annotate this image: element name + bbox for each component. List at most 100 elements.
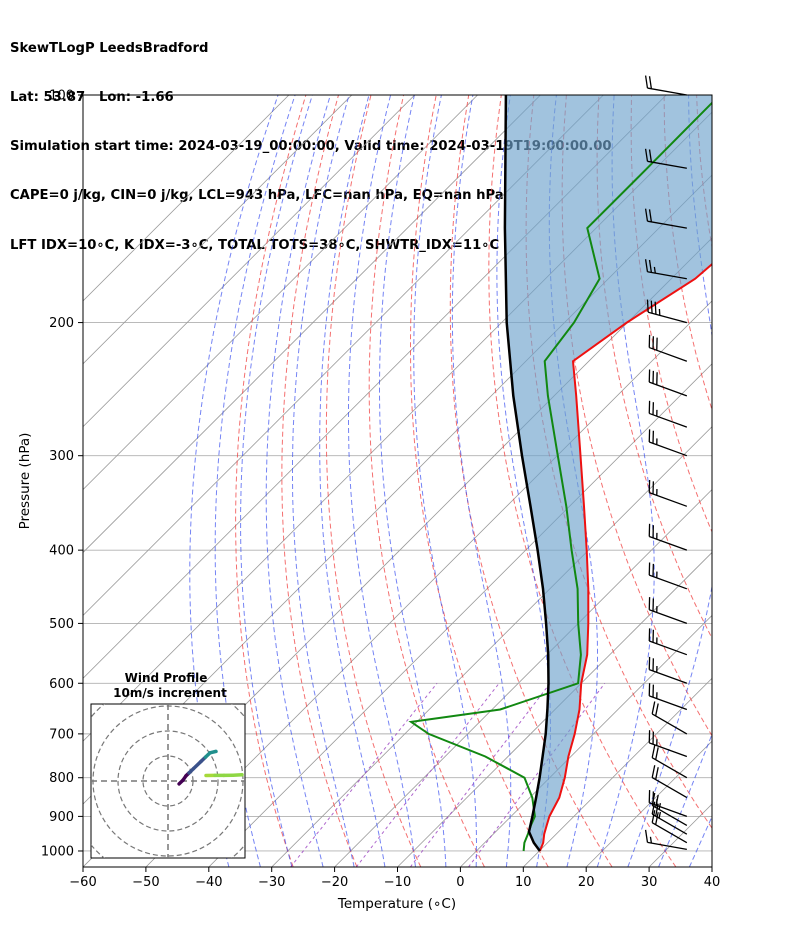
wind-barb [646,299,688,324]
chart-title: SkewTLogP LeedsBradford [10,40,209,56]
wind-barb [644,148,687,169]
wind-barb [648,562,688,590]
isotherm [334,489,712,867]
wind-barb [648,730,688,758]
wind-barb [648,479,688,507]
x-tick-label: −40 [195,875,222,890]
moist-adiabat [214,95,296,867]
moist-adiabat [596,95,655,867]
mixing-ratio-line [355,682,500,867]
moist-adiabat [379,95,447,867]
moist-adiabat [451,95,512,867]
temperature-line [538,262,712,852]
y-tick-label: 800 [49,771,74,786]
inset-subtitle: 10m/s increment [113,686,227,700]
isotherm [83,95,353,365]
dry-adiabat [561,95,712,737]
thermal-indices-line: LFT IDX=10∘C, K IDX=-3∘C, TOTAL TOTS=38∘… [10,237,500,253]
isotherm [397,551,712,867]
isotherm [523,677,712,867]
isotherm [83,95,478,491]
isotherm [83,95,604,616]
wind-barb [648,628,688,656]
y-tick-label: 200 [49,316,74,331]
y-tick-label: 400 [49,544,74,559]
wind-barb [648,369,688,397]
wind-barb [648,790,688,818]
y-tick-label: 700 [49,727,74,742]
x-tick-label: −20 [321,875,348,890]
moist-adiabat [720,95,794,867]
y-tick-label: 500 [49,617,74,632]
wind-barb [644,75,687,96]
dry-adiabat [281,95,358,867]
dry-adiabat [663,95,712,412]
wind-barb [644,829,687,850]
dry-adiabat [235,95,307,867]
x-tick-label: 40 [704,875,721,890]
dry-adiabat [449,95,613,867]
isotherm [208,363,712,867]
moist-adiabat [189,95,279,867]
isotherm [83,95,415,428]
wind-barb [651,701,688,735]
wind-profile-inset: Wind Profile 10m/s increment [90,671,246,859]
moist-adiabat [413,95,477,867]
moist-adiabat [319,95,386,867]
dry-adiabat [762,95,794,867]
hodograph-segment [231,772,244,777]
moist-adiabat [658,733,712,867]
mixing-ratio-line [409,682,551,867]
isotherm [775,95,794,867]
x-tick-label: −50 [132,875,159,890]
dry-adiabat [596,95,712,640]
grid-layer [83,95,794,867]
y-tick-label: 100 [49,89,74,104]
y-tick-label: 300 [49,449,74,464]
wind-barb [648,523,688,551]
stability-indices-line: CAPE=0 j/kg, CIN=0 j/kg, LCL=943 hPa, LF… [10,188,504,204]
x-tick-label: 30 [641,875,658,890]
dewpoint-line [408,101,712,852]
wind-barb [648,429,688,457]
chart-header: SkewTLogP LeedsBradford Lat: 53.87 Lon: … [10,8,612,271]
moist-adiabat [496,95,551,867]
moist-adiabat [292,95,355,867]
y-tick-label: 600 [49,677,74,692]
x-tick-label: −30 [258,875,285,890]
mixing-ratio-line [290,682,438,867]
dry-adiabat [729,95,794,867]
y-tick-label: 1000 [41,844,74,859]
dry-adiabat [368,95,485,867]
cin-cape-shade [504,95,712,851]
isotherm [83,95,541,554]
moist-adiabat [752,95,794,867]
x-tick-label: 0 [456,875,464,890]
x-tick-label: 20 [578,875,595,890]
moist-adiabat [265,95,331,867]
wind-barb [648,683,688,711]
wind-barbs [644,75,688,850]
wind-barb [648,656,688,684]
inset-title: Wind Profile [125,671,208,685]
x-tick-label: 10 [515,875,532,890]
parcel-path-line [503,95,550,852]
moist-adiabat [348,95,416,867]
axes: −60 −50 −40 −30 −20 −10 0 10 20 30 40 1000 900 800 700… [41,89,720,891]
isotherm [460,614,712,867]
x-tick-label: −60 [69,875,96,890]
wind-barb [651,745,688,779]
moist-adiabat [627,95,712,867]
hodograph-segment [208,749,218,755]
wind-barb [651,810,688,844]
location-line: Lat: 53.87 Lon: -1.66 [10,90,174,106]
wind-barb [651,765,688,799]
wind-barb [648,334,688,362]
dry-adiabat [410,95,549,867]
y-axis-label: Pressure (hPa) [17,433,33,530]
data-layer [408,95,712,852]
hodograph-ring [117,730,219,832]
isotherm [83,95,290,302]
y-tick-label: 900 [49,810,74,825]
